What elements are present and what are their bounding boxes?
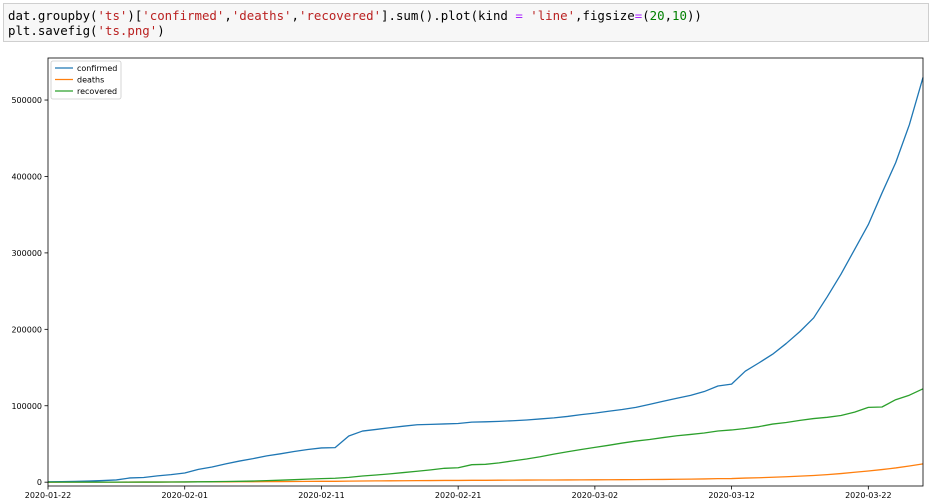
code-token: , bbox=[224, 8, 232, 23]
code-token: , bbox=[664, 8, 673, 23]
x-tick-label: 2020-03-12 bbox=[708, 491, 755, 500]
code-token: = bbox=[634, 8, 643, 23]
code-token: 'recovered' bbox=[298, 8, 382, 23]
legend-label-confirmed: confirmed bbox=[77, 64, 117, 73]
code-token: , bbox=[291, 8, 299, 23]
code-token: 20 bbox=[649, 8, 665, 23]
code-token: ].sum().plot(kind bbox=[381, 8, 516, 23]
code-token: 'line' bbox=[530, 8, 576, 23]
y-tick-label: 300000 bbox=[11, 249, 42, 258]
series-layer bbox=[47, 77, 924, 483]
code-token: )[ bbox=[127, 8, 143, 23]
axes-layer: 2020-01-22 2020-02-01 2020-02-11 2020-02-21… bbox=[11, 96, 891, 500]
line-chart: 2020-01-22 2020-02-01 2020-02-11 2020-02-21… bbox=[11, 57, 924, 500]
code-token: plt.savefig( bbox=[8, 23, 98, 38]
x-tick-label: 2020-03-22 bbox=[845, 491, 892, 500]
code-token: ) bbox=[157, 23, 165, 38]
legend-box bbox=[50, 60, 122, 100]
x-tick-label: 2020-02-11 bbox=[298, 491, 345, 500]
code-token: dat.groupby( bbox=[8, 8, 98, 23]
code-line-2: plt.savefig('ts.png') bbox=[8, 23, 924, 38]
code-token: 'ts' bbox=[97, 8, 128, 23]
legend: confirmed deaths recovered bbox=[50, 60, 122, 100]
y-tick-label: 500000 bbox=[11, 96, 42, 105]
code-token: ,figsize bbox=[575, 8, 635, 23]
x-tick-label: 2020-03-02 bbox=[572, 491, 619, 500]
code-token: )) bbox=[686, 8, 702, 23]
y-tick-label: 0 bbox=[37, 478, 42, 487]
code-token: = bbox=[515, 8, 523, 23]
code-token: 'ts.png' bbox=[97, 23, 158, 38]
code-token: ( bbox=[642, 8, 650, 23]
code-token: 10 bbox=[672, 8, 687, 23]
code-token: 'confirmed' bbox=[142, 8, 225, 23]
series-line-confirmed bbox=[47, 77, 924, 483]
code-cell[interactable]: dat.groupby('ts')['confirmed','deaths','… bbox=[3, 3, 929, 42]
code-line-1: dat.groupby('ts')['confirmed','deaths','… bbox=[8, 8, 924, 23]
code-token: 'deaths' bbox=[231, 8, 292, 23]
x-tick-label: 2020-01-22 bbox=[25, 491, 72, 500]
x-tick-label: 2020-02-21 bbox=[435, 491, 482, 500]
plot-area bbox=[48, 58, 923, 486]
plot-frame bbox=[47, 57, 924, 487]
y-tick-label: 100000 bbox=[11, 402, 42, 411]
legend-label-deaths: deaths bbox=[77, 76, 104, 85]
y-tick-label: 400000 bbox=[11, 172, 42, 181]
x-tick-label: 2020-02-01 bbox=[161, 491, 208, 500]
output-area: 2020-01-22 2020-02-01 2020-02-11 2020-02-21… bbox=[0, 44, 937, 502]
y-tick-label: 200000 bbox=[11, 325, 42, 334]
series-line-recovered bbox=[48, 388, 924, 483]
legend-label-recovered: recovered bbox=[77, 87, 117, 96]
